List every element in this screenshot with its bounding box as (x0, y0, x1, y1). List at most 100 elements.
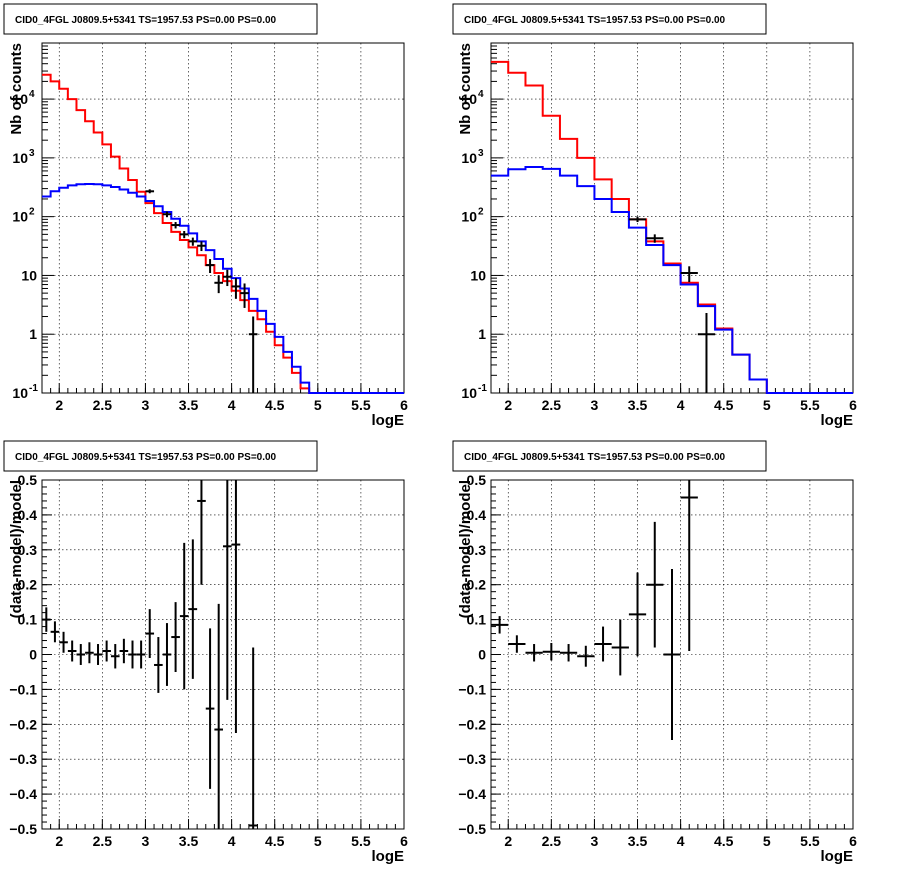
y-tick-label: −0.4 (9, 786, 37, 802)
residual-point (646, 521, 664, 648)
data-point (223, 269, 232, 287)
residual-point (85, 642, 94, 664)
x-tick-label: 5 (763, 397, 771, 413)
x-tick-label: 3.5 (628, 833, 648, 849)
y-tick-label: 1 (29, 326, 37, 342)
residual-point (119, 638, 129, 664)
y-tick-label: 0.2 (18, 577, 38, 593)
x-tick-label: 2.5 (93, 833, 113, 849)
y-tick-label: 0 (29, 647, 37, 663)
residual-point (248, 647, 258, 829)
data-point (628, 216, 647, 223)
y-tick-label: −0.1 (458, 681, 486, 697)
chart-top-right: CID0_4FGL J0809.5+5341 TS=1957.53 PS=0.0… (449, 0, 898, 437)
y-axis-label: Nb of counts (8, 43, 25, 135)
residual-point (102, 640, 111, 662)
y-tick-label: 0 (478, 647, 486, 663)
residual-point (197, 480, 206, 585)
data-point (231, 278, 241, 299)
x-axis-label: logE (372, 412, 405, 429)
x-tick-label: 2 (504, 397, 512, 413)
residual-point (128, 640, 137, 669)
y-tick-label: 1 (478, 326, 486, 342)
x-tick-label: 5.5 (351, 833, 371, 849)
chart-top-left-svg: CID0_4FGL J0809.5+5341 TS=1957.53 PS=0.0… (3, 3, 408, 429)
residual-point (162, 623, 172, 686)
y-tick-label: −0.2 (458, 716, 486, 732)
x-tick-label: 2.5 (542, 833, 562, 849)
chart-title: CID0_4FGL J0809.5+5341 TS=1957.53 PS=0.0… (464, 15, 726, 26)
y-tick-exponent: -1 (29, 383, 38, 394)
y-tick-label: 10 (21, 267, 37, 283)
data-point (697, 312, 716, 393)
x-tick-label: 3 (591, 833, 599, 849)
x-tick-label: 4.5 (265, 833, 285, 849)
residual-point (188, 539, 198, 679)
y-tick-label: 0.3 (18, 542, 38, 558)
residual-point (577, 645, 595, 667)
residual-point (67, 640, 77, 662)
y-tick-label: 0.4 (467, 507, 487, 523)
residual-point (145, 609, 155, 658)
x-tick-label: 4 (677, 833, 685, 849)
data-point (188, 237, 198, 246)
y-tick-label: −0.3 (9, 751, 37, 767)
residual-point (93, 644, 103, 665)
x-tick-label: 5 (314, 397, 322, 413)
data-point (646, 234, 664, 243)
plot-frame (490, 42, 854, 394)
data-point (179, 231, 189, 239)
y-tick-label: −0.4 (458, 786, 486, 802)
x-tick-label: 2.5 (93, 397, 113, 413)
data-point (171, 222, 180, 229)
x-tick-label: 4 (228, 397, 236, 413)
y-axis-label: (data-model)/model (457, 480, 474, 618)
y-tick-label: 10 (12, 385, 28, 401)
histogram-series-blue (42, 182, 404, 394)
chart-top-left: CID0_4FGL J0809.5+5341 TS=1957.53 PS=0.0… (0, 0, 449, 437)
x-tick-label: 6 (400, 833, 408, 849)
y-tick-label: 10 (12, 91, 28, 107)
y-tick-label: 0.2 (467, 577, 487, 593)
residual-point (542, 642, 560, 661)
y-tick-label: 0.1 (18, 612, 38, 628)
chart-bottom-left: CID0_4FGL J0809.5+5341 TS=1957.53 PS=0.0… (0, 437, 449, 875)
chart-title: CID0_4FGL J0809.5+5341 TS=1957.53 PS=0.0… (15, 15, 277, 26)
y-tick-label: 10 (461, 209, 477, 225)
y-tick-label: 10 (12, 150, 28, 166)
residual-point (231, 480, 241, 734)
y-tick-label: 10 (461, 91, 477, 107)
x-tick-label: 3.5 (179, 833, 199, 849)
y-tick-label: 10 (461, 385, 477, 401)
x-tick-label: 4 (228, 833, 236, 849)
y-axis-label: (data-model)/model (8, 480, 25, 618)
y-tick-label: −0.2 (9, 716, 37, 732)
residual-point (491, 616, 509, 634)
residual-point (680, 480, 698, 652)
chart-bottom-left-svg: CID0_4FGL J0809.5+5341 TS=1957.53 PS=0.0… (3, 440, 408, 865)
y-tick-label: 0.5 (467, 472, 487, 488)
y-tick-label: −0.1 (9, 681, 37, 697)
x-tick-label: 6 (849, 833, 857, 849)
histogram-series-red (491, 60, 853, 394)
residual-point (42, 607, 51, 632)
x-tick-label: 3 (591, 397, 599, 413)
y-tick-label: 10 (12, 209, 28, 225)
title-box (3, 440, 318, 472)
residual-point (179, 542, 189, 690)
x-tick-label: 5 (763, 833, 771, 849)
data-point (205, 259, 215, 274)
title-box (452, 3, 767, 35)
residual-point (154, 637, 163, 693)
residual-point (628, 572, 647, 657)
x-axis-label: logE (372, 848, 405, 865)
x-tick-label: 2 (55, 397, 63, 413)
x-tick-label: 4 (677, 397, 685, 413)
residual-point (594, 626, 612, 662)
x-tick-label: 6 (400, 397, 408, 413)
chart-title: CID0_4FGL J0809.5+5341 TS=1957.53 PS=0.0… (15, 452, 277, 463)
y-axis-label: Nb of counts (457, 43, 474, 135)
residual-point (50, 621, 60, 643)
y-tick-label: −0.5 (458, 821, 486, 837)
chart-title: CID0_4FGL J0809.5+5341 TS=1957.53 PS=0.0… (464, 452, 726, 463)
